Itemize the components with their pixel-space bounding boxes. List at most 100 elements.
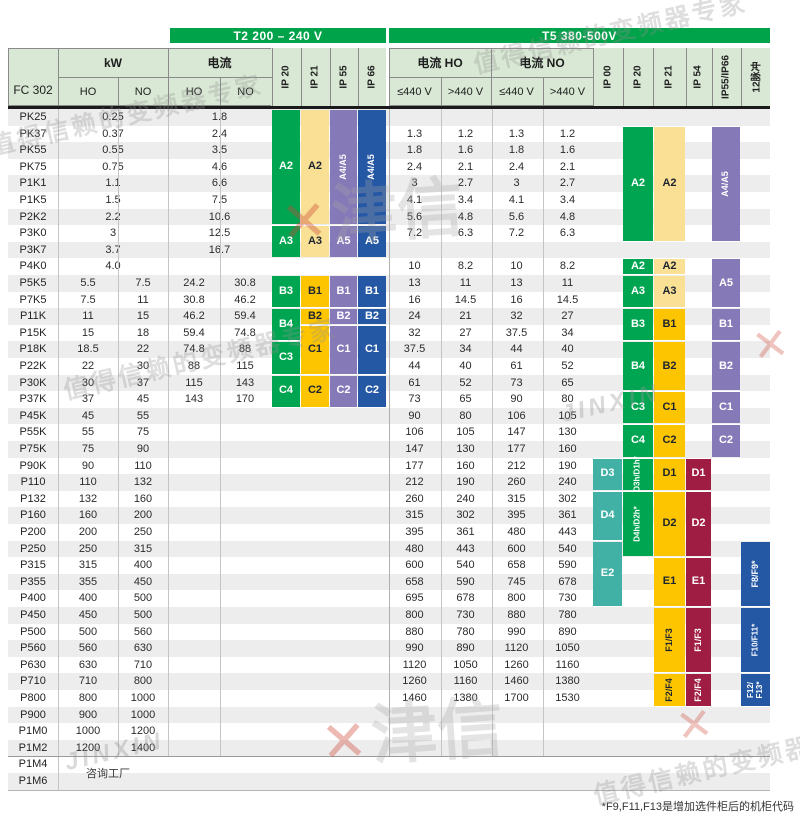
row-model: P500 <box>20 625 46 638</box>
frame-label: B1 <box>336 284 351 297</box>
frame-label: C1 <box>336 342 351 355</box>
t5-current-value: 780 <box>456 625 475 638</box>
row-model: P4K0 <box>19 260 47 273</box>
kw-no-value: 315 <box>133 542 153 555</box>
t5-current-value: 147 <box>507 426 526 439</box>
frame-block-A4-A5: A4/A5 <box>330 110 357 225</box>
kw-merged-value: 1.1 <box>105 177 121 190</box>
t2-current-merged-value: 6.6 <box>193 177 247 190</box>
t5-current-value: 52 <box>459 376 472 389</box>
kw-no-value: 1400 <box>130 741 156 754</box>
row-model: P45K <box>19 409 47 422</box>
grid-vline <box>711 48 713 106</box>
kw-no-value: 560 <box>133 625 153 638</box>
kw-no-value: 500 <box>133 592 153 605</box>
grid-vline <box>440 77 442 106</box>
grid-vline <box>740 48 742 106</box>
t5-current-value: 3 <box>411 177 418 190</box>
grid-hline <box>8 106 770 109</box>
frame-block-B2: B2 <box>330 309 357 324</box>
t2-current-no-value: 115 <box>236 360 254 372</box>
t5-current-value: 147 <box>405 443 424 455</box>
frame-block-E1: E1 <box>686 558 711 606</box>
grid-vline <box>358 48 359 106</box>
row-stripe <box>8 773 770 790</box>
t5-current-value: 1050 <box>453 658 478 671</box>
row-model: PK75 <box>19 160 47 173</box>
t2-current-no-header: NO <box>237 85 254 98</box>
t5-current-value: 80 <box>561 393 574 406</box>
frame-label: C3 <box>278 351 294 364</box>
frame-block-C1: C1 <box>301 325 329 374</box>
t5-current-value: 240 <box>456 492 475 505</box>
row-model: P37K <box>19 393 47 406</box>
kw-ho-value: 200 <box>78 526 98 538</box>
t5-current-value: 1120 <box>504 642 529 655</box>
kw-no-value: 22 <box>136 343 150 356</box>
t5-ip00-header: IP 00 <box>593 48 622 106</box>
t5-current-value: 302 <box>558 492 577 505</box>
row-model: P450 <box>20 609 46 621</box>
frame-label: D4h/D2h* <box>632 506 642 542</box>
kw-ho-value: 160 <box>78 509 98 522</box>
frame-label: B2 <box>364 309 380 322</box>
kw-no-value: 45 <box>136 393 150 406</box>
kw-merged-value: 4.0 <box>105 260 121 273</box>
frame-block-B2: B2 <box>712 342 740 391</box>
row-model: P75K <box>19 443 47 455</box>
frame-block-C4: C4 <box>272 375 300 407</box>
t5-current-value: 6.3 <box>457 227 474 240</box>
grid-vline <box>685 48 687 106</box>
frame-label: A4/A5 <box>337 154 348 180</box>
t2-voltage-band: T2 200 – 240 V <box>170 28 386 43</box>
frame-block-A4-A5: A4/A5 <box>712 126 740 241</box>
frame-block-A2: A2 <box>654 126 685 241</box>
kw-ho-value: 1000 <box>75 725 101 738</box>
t2-ip20-header: IP 20 <box>271 48 300 106</box>
kw-no-value: 11 <box>137 293 149 306</box>
row-model: P15K <box>19 326 47 339</box>
frame-block-A5: A5 <box>712 259 740 308</box>
frame-block-D1: D1 <box>686 458 711 490</box>
t5-current-value: 361 <box>558 509 577 522</box>
frame-label: D4 <box>600 508 615 521</box>
kw-no-value: 160 <box>133 492 153 505</box>
row-model: P3K0 <box>19 227 47 240</box>
frame-label: A2 <box>662 259 677 272</box>
kw-ho-value: 710 <box>78 675 98 688</box>
kw-no-value: 7.5 <box>135 277 151 289</box>
frame-block-C1: C1 <box>654 392 685 424</box>
t5-current-value: 315 <box>405 509 424 522</box>
frame-label: C1 <box>662 401 677 413</box>
t5-current-value: 480 <box>507 526 526 538</box>
kw-no-value: 250 <box>133 526 153 538</box>
t5-current-value: 678 <box>558 575 577 588</box>
t5-current-value: 34 <box>561 326 574 339</box>
grid-vline <box>58 109 59 790</box>
frame-block-F12--F13-: F12/ F13* <box>741 674 770 706</box>
t5-current-value: 990 <box>405 642 424 655</box>
frame-block-A3: A3 <box>272 226 300 258</box>
t5-current-value: 10 <box>408 260 421 273</box>
kw-no-value: 450 <box>133 575 153 588</box>
t5-current-value: 40 <box>561 343 574 356</box>
t5-current-value: 40 <box>459 360 472 372</box>
watermark-brand-logo: ✕津信 <box>318 689 506 775</box>
t2-current-merged-value: 10.6 <box>193 211 247 224</box>
t5-current-value: 590 <box>456 575 475 588</box>
row-model: P90K <box>19 459 47 472</box>
t5-current-value: 177 <box>507 443 526 455</box>
frame-block-C2: C2 <box>654 425 685 457</box>
grid-vline <box>271 48 273 106</box>
t5-current-value: 880 <box>507 609 526 621</box>
kw-no-value: 800 <box>133 675 153 688</box>
frame-label: A5 <box>364 235 380 247</box>
frame-label: F10/F11* <box>750 623 760 657</box>
t5-current-value: 37.5 <box>505 326 528 339</box>
frame-block-C2: C2 <box>358 375 386 407</box>
frame-label: A2 <box>307 160 323 173</box>
t5-current-value: 13 <box>408 277 421 289</box>
t5-ho-gt440-header: >440 V <box>447 85 484 98</box>
row-model: P11K <box>19 310 47 323</box>
t5-current-value: 80 <box>459 409 472 422</box>
